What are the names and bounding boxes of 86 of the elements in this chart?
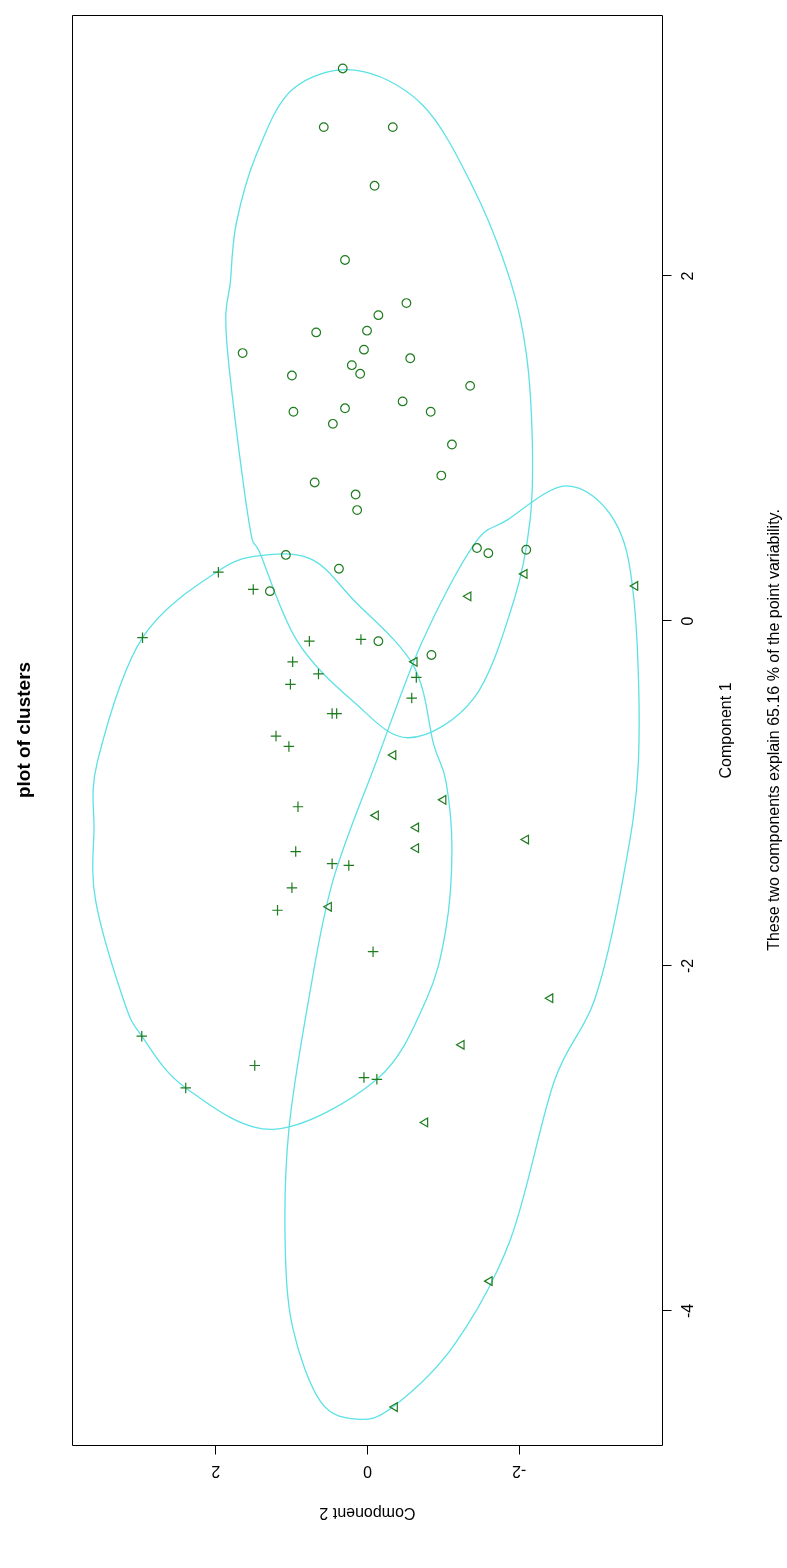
point	[629, 581, 639, 591]
x-tick-label: -2	[511, 1462, 527, 1480]
point	[367, 945, 379, 958]
point	[352, 505, 363, 515]
point	[303, 635, 316, 648]
point	[289, 845, 302, 858]
point	[405, 692, 418, 704]
point	[462, 591, 472, 602]
y-tick-label: -2	[678, 958, 696, 974]
point	[271, 904, 284, 917]
point	[483, 548, 494, 559]
point	[327, 418, 338, 429]
point	[437, 794, 447, 805]
point	[436, 470, 447, 481]
point	[312, 668, 325, 680]
point	[326, 857, 338, 870]
point	[426, 650, 437, 660]
point	[340, 403, 350, 414]
point	[387, 750, 397, 760]
point	[370, 810, 379, 821]
point	[136, 631, 149, 644]
x-axis-title: Component 2	[319, 1504, 416, 1522]
point	[340, 255, 350, 265]
point	[465, 380, 476, 391]
text: plot of clusters	[13, 661, 34, 799]
y-tick-label: -4	[678, 1303, 696, 1319]
point	[318, 122, 329, 133]
point	[179, 1082, 192, 1094]
point	[311, 327, 322, 338]
point	[397, 396, 408, 407]
point	[280, 549, 291, 560]
y-tick-label: 2	[678, 271, 696, 281]
point	[334, 563, 344, 574]
point	[447, 439, 457, 450]
point	[237, 348, 248, 359]
point	[247, 583, 260, 596]
point	[283, 740, 295, 753]
point	[359, 344, 369, 355]
point	[288, 406, 299, 417]
x-tick-label: 2	[211, 1462, 221, 1480]
point	[410, 822, 420, 833]
point	[472, 543, 482, 553]
point	[401, 298, 412, 308]
point	[286, 881, 298, 894]
point	[362, 325, 372, 336]
point	[425, 406, 436, 417]
point	[292, 800, 304, 813]
point	[270, 730, 282, 742]
point	[483, 1276, 493, 1287]
point	[284, 678, 297, 691]
point	[337, 63, 348, 74]
x-tick-label: 0	[362, 1462, 372, 1480]
point	[518, 568, 528, 579]
point	[410, 843, 420, 854]
point	[346, 360, 357, 371]
point	[323, 901, 332, 912]
point	[350, 489, 361, 500]
point	[410, 671, 423, 684]
point	[373, 636, 384, 647]
point	[389, 1402, 398, 1412]
point	[455, 1039, 465, 1050]
point	[286, 370, 297, 381]
point	[265, 586, 275, 597]
point	[373, 310, 384, 321]
text: These two components explain 65.16 % of the point variability.	[765, 509, 782, 951]
point	[286, 656, 299, 668]
point	[369, 180, 380, 191]
point	[371, 1073, 383, 1086]
point	[355, 633, 367, 646]
point	[521, 544, 532, 555]
point	[358, 1071, 370, 1084]
point	[135, 1030, 148, 1043]
point	[520, 834, 530, 845]
point	[355, 368, 366, 379]
point	[544, 993, 554, 1004]
point	[419, 1117, 429, 1128]
y-tick-label: 0	[678, 616, 696, 626]
point	[330, 707, 343, 720]
point	[309, 477, 320, 488]
point	[387, 122, 398, 133]
point	[248, 1059, 261, 1072]
point	[405, 353, 416, 364]
point	[212, 566, 225, 579]
point	[342, 859, 355, 872]
point	[408, 656, 418, 667]
y-axis-title: Component 1	[716, 682, 734, 779]
